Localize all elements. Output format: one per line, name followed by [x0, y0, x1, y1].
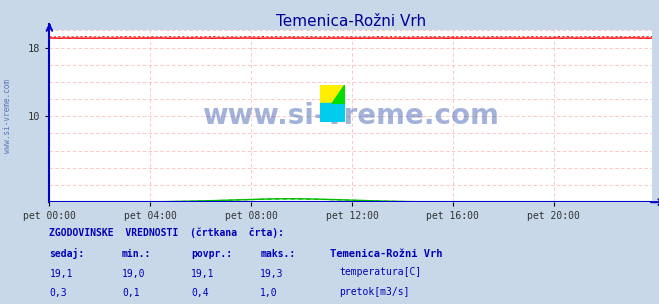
Text: www.si-vreme.com: www.si-vreme.com	[3, 78, 13, 153]
Polygon shape	[320, 85, 345, 122]
Text: povpr.:: povpr.:	[191, 249, 232, 259]
Text: pretok[m3/s]: pretok[m3/s]	[339, 287, 410, 297]
Text: sedaj:: sedaj:	[49, 248, 84, 259]
Text: min.:: min.:	[122, 249, 152, 259]
Text: 19,0: 19,0	[122, 269, 146, 279]
Text: 0,4: 0,4	[191, 288, 209, 299]
Text: Temenica-Rožni Vrh: Temenica-Rožni Vrh	[330, 249, 442, 259]
Title: Temenica-Rožni Vrh: Temenica-Rožni Vrh	[276, 14, 426, 29]
Text: 0,3: 0,3	[49, 288, 67, 299]
Polygon shape	[320, 103, 345, 122]
Text: maks.:: maks.:	[260, 249, 295, 259]
Polygon shape	[332, 85, 345, 103]
Text: ZGODOVINSKE  VREDNOSTI  (črtkana  črta):: ZGODOVINSKE VREDNOSTI (črtkana črta):	[49, 227, 285, 238]
Text: 19,1: 19,1	[191, 269, 215, 279]
Text: 19,3: 19,3	[260, 269, 284, 279]
Text: 0,1: 0,1	[122, 288, 140, 299]
Polygon shape	[320, 85, 345, 103]
Text: www.si-vreme.com: www.si-vreme.com	[202, 102, 500, 130]
Text: 1,0: 1,0	[260, 288, 278, 299]
Text: temperatura[C]: temperatura[C]	[339, 267, 422, 277]
Text: 19,1: 19,1	[49, 269, 73, 279]
